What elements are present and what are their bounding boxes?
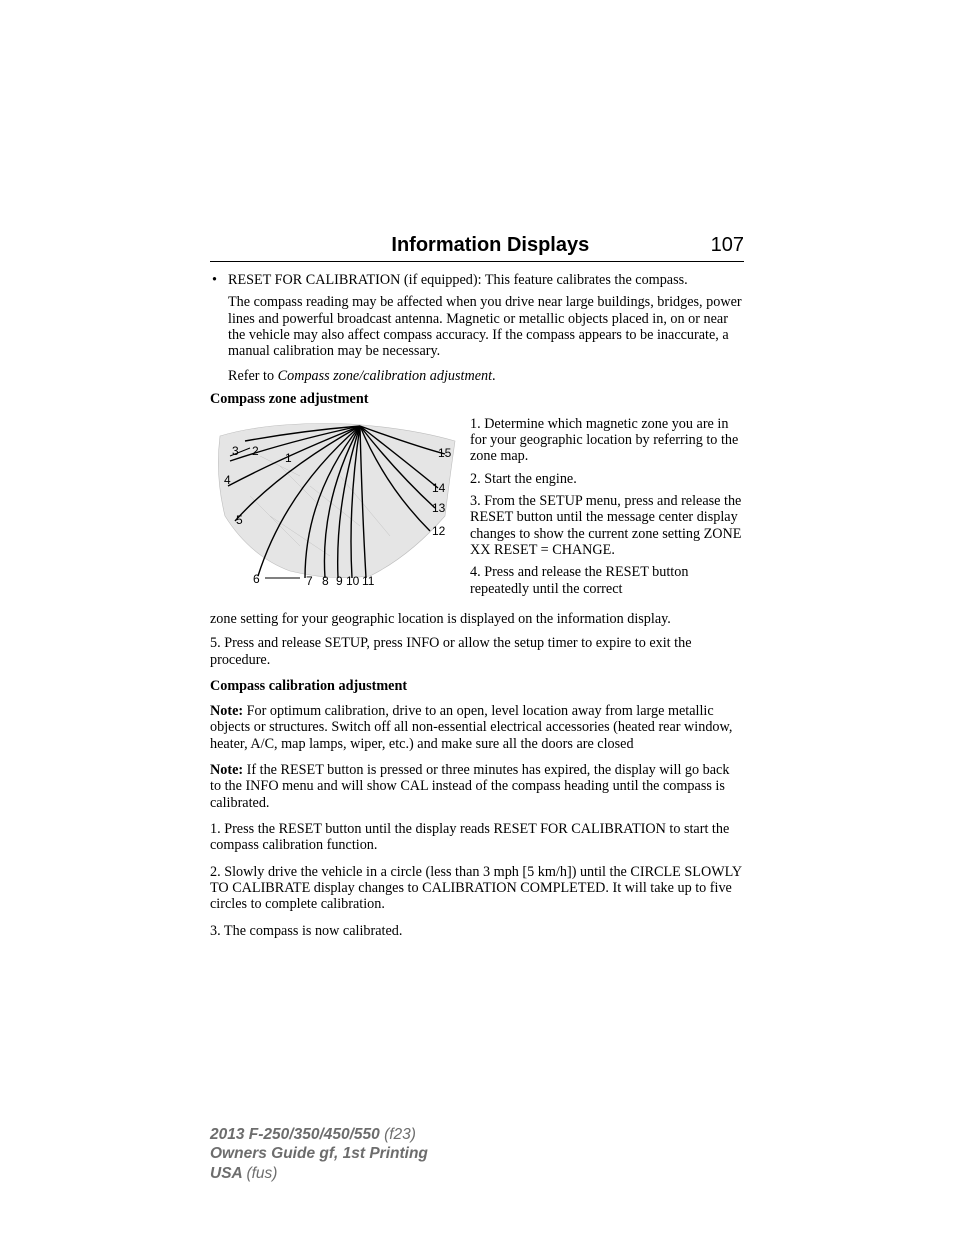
calib-step-2: 2. Slowly drive the vehicle in a circle … [210,864,744,913]
footer: 2013 F-250/350/450/550 (f23) Owners Guid… [210,1125,428,1183]
zone-label: 1 [285,451,292,465]
zone-map-diagram: 123456789101112131415 [210,416,460,591]
zone-label: 3 [232,444,239,458]
footer-line-3: USA (fus) [210,1164,428,1183]
zone-label: 10 [346,574,359,588]
note-1: Note: For optimum calibration, drive to … [210,703,744,752]
refer-italic: Compass zone/calibration adjustment [278,368,492,384]
zone-label: 9 [336,574,343,588]
zone-label: 14 [432,481,445,495]
zone-label: 12 [432,524,445,538]
subheading-calibration: Compass calibration adjustment [210,678,744,695]
footer-line-1: 2013 F-250/350/450/550 (f23) [210,1125,428,1144]
footer-line-2: Owners Guide gf, 1st Printing [210,1144,428,1163]
page-number: 107 [711,234,744,257]
footer-code: (f23) [384,1126,416,1143]
note-1-text: For optimum calibration, drive to an ope… [210,703,732,752]
zone-label: 15 [438,446,451,460]
calib-step-1: 1. Press the RESET button until the disp… [210,821,744,854]
note-label: Note: [210,703,243,719]
zone-label: 5 [236,513,243,527]
zone-step-4-rest: zone setting for your geographic locatio… [210,611,744,627]
page-header: Information Displays 107 [210,234,744,262]
zone-label: 8 [322,574,329,588]
paragraph-compass-affected: The compass reading may be affected when… [228,294,744,359]
refer-prefix: Refer to [228,368,278,384]
section-title: Information Displays [270,234,711,257]
zone-section: 123456789101112131415 1. Determine which… [210,416,744,603]
zone-label: 4 [224,473,231,487]
calib-step-3: 3. The compass is now calibrated. [210,923,744,939]
zone-label: 13 [432,501,445,515]
zone-map-svg [210,416,460,591]
refer-line: Refer to Compass zone/calibration adjust… [228,368,744,385]
zone-label: 7 [306,574,313,588]
bullet-text: RESET FOR CALIBRATION (if equipped): Thi… [228,272,744,288]
zone-label: 6 [253,572,260,586]
footer-model: 2013 F-250/350/450/550 [210,1126,384,1143]
note-2: Note: If the RESET button is pressed or … [210,762,744,811]
footer-region-code: (fus) [246,1165,277,1182]
bullet-item: • RESET FOR CALIBRATION (if equipped): T… [210,272,744,288]
refer-suffix: . [492,368,496,384]
zone-label: 11 [362,574,374,588]
subheading-zone-adjustment: Compass zone adjustment [210,391,744,408]
zone-label: 2 [252,444,259,458]
footer-region: USA [210,1165,246,1182]
zone-step-5: 5. Press and release SETUP, press INFO o… [210,635,744,668]
bullet-marker: • [210,272,228,288]
note-2-text: If the RESET button is pressed or three … [210,762,729,811]
note-label-2: Note: [210,762,243,778]
